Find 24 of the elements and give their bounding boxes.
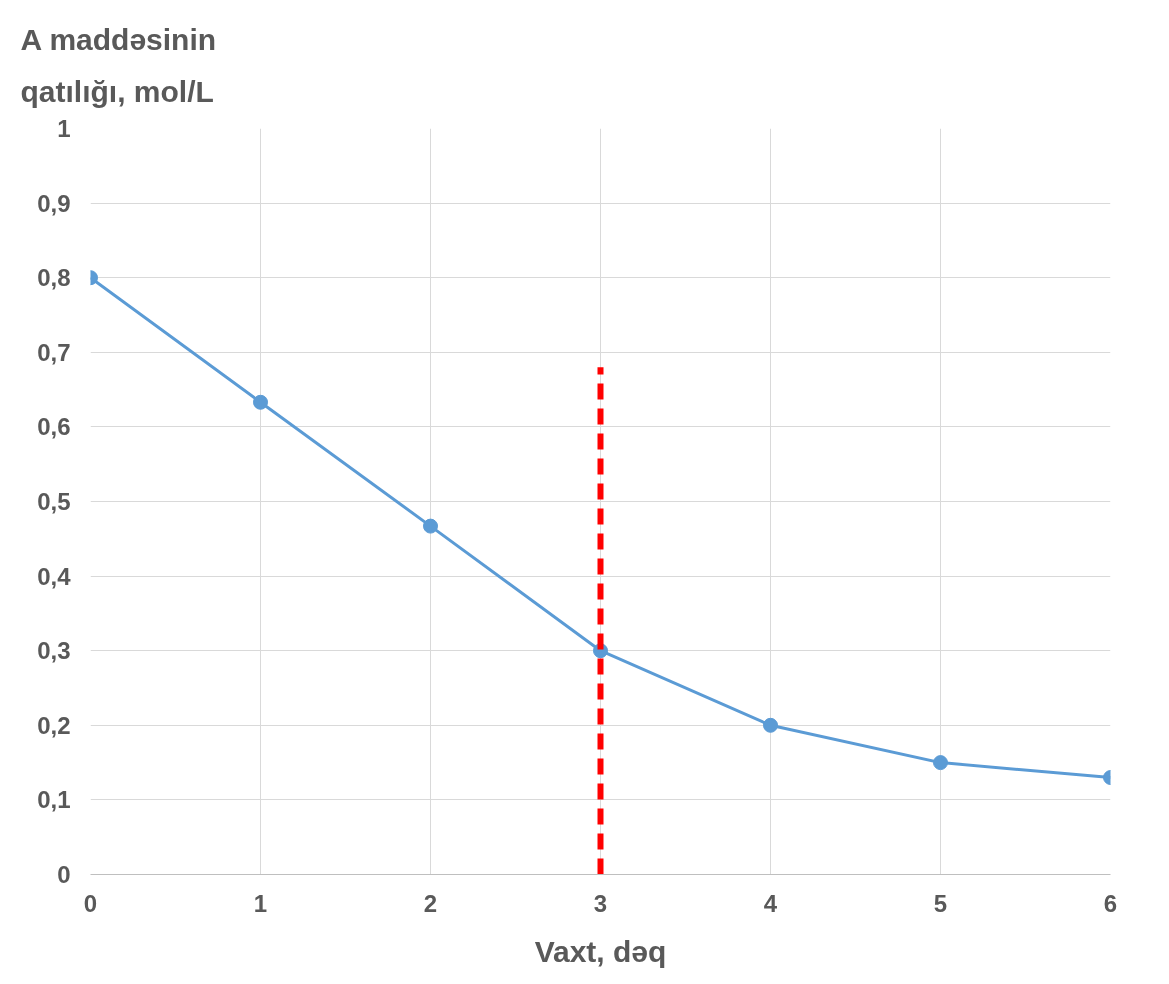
x-tick-label: 1	[253, 889, 268, 917]
y-tick-label: 1	[57, 115, 71, 142]
y-tick-label: 0,3	[37, 637, 71, 665]
y-tick-label: 0,7	[37, 338, 71, 366]
y-tick-label: 0,2	[37, 711, 71, 739]
y-tick-label: 0	[57, 861, 71, 888]
y-tick-label: 0,5	[37, 488, 71, 515]
point	[933, 755, 948, 771]
y-tick-label: 0,6	[37, 413, 71, 441]
x-tick-label: 5	[933, 889, 948, 917]
y-tick-label: 0,4	[37, 562, 72, 590]
y-axis-title: A maddəsinin qatılığı, mol/L	[20, 22, 217, 109]
point	[763, 717, 778, 733]
x-tick-label: 6	[1103, 889, 1118, 917]
x-tick-label: 4	[763, 889, 778, 917]
point	[423, 518, 438, 534]
point	[253, 394, 268, 410]
x-axis-title: Vaxt, dəq	[534, 934, 667, 968]
y-tick-label: 0,1	[37, 786, 71, 814]
x-tick-label: 2	[423, 889, 438, 917]
y-tick-label: 0,9	[37, 189, 71, 217]
y-tick-label: 0,8	[37, 264, 71, 292]
x-tick-label: 3	[593, 889, 608, 917]
x-tick-label: 0	[83, 889, 98, 917]
